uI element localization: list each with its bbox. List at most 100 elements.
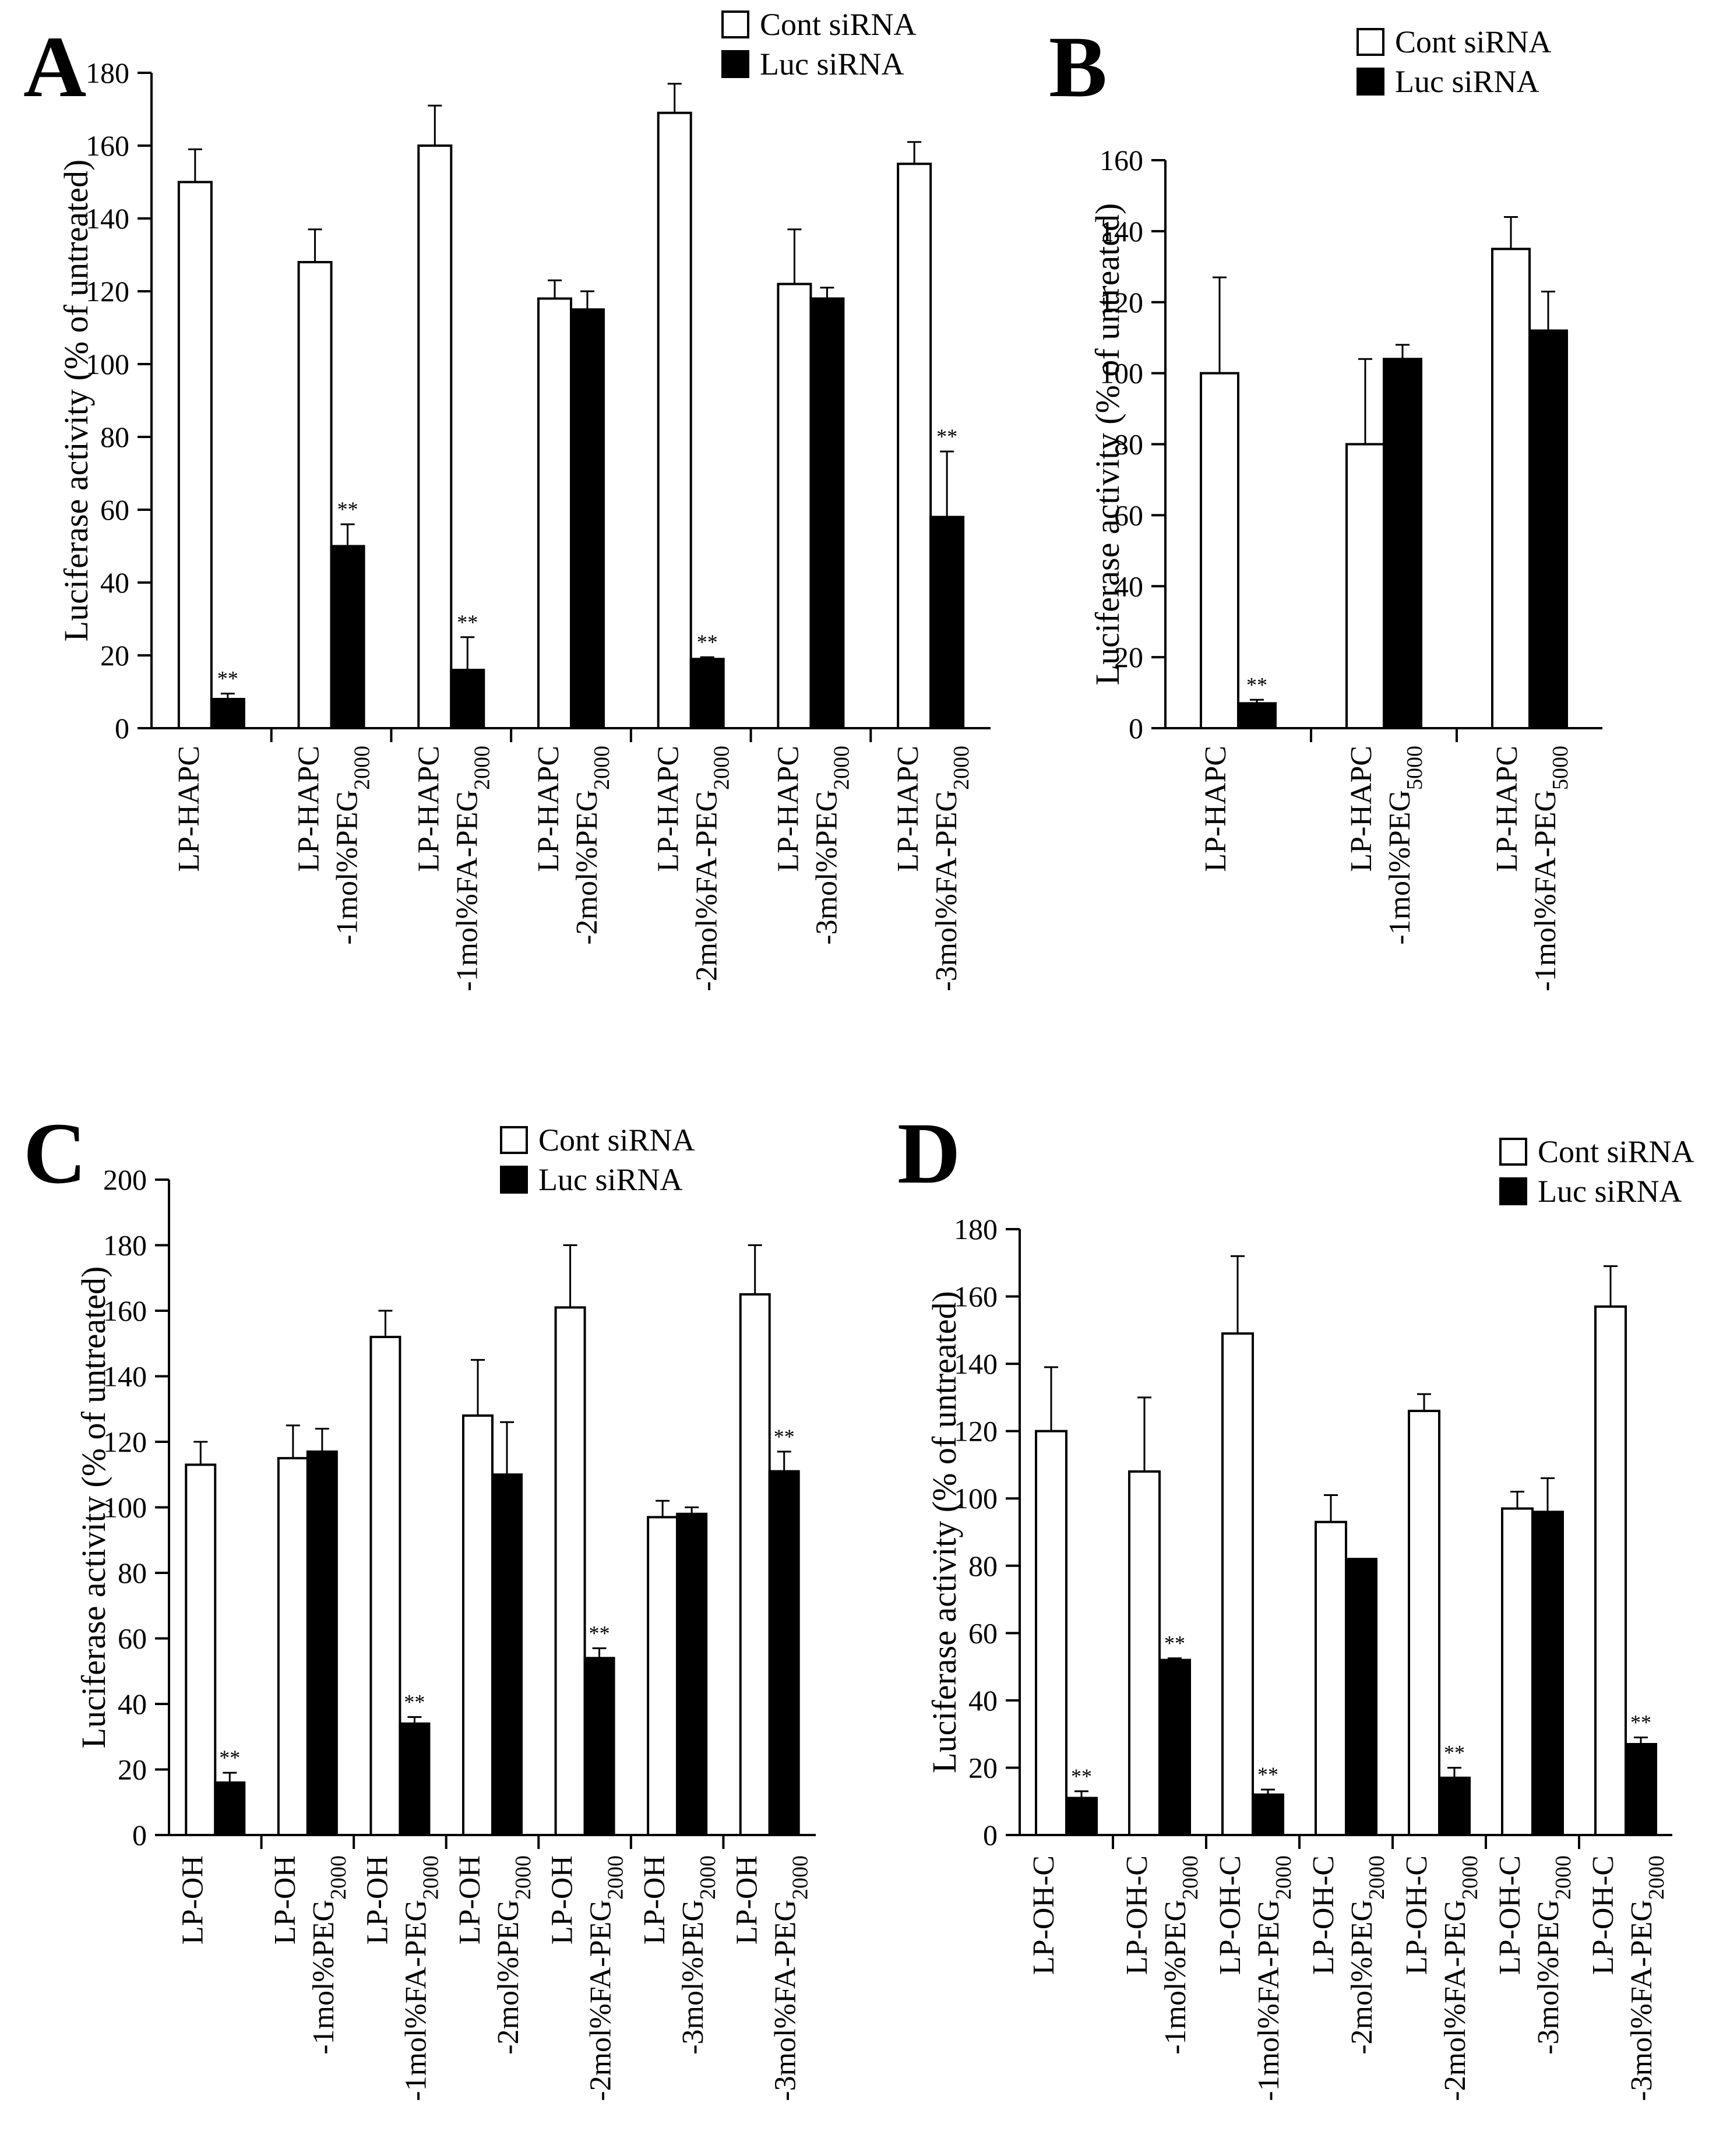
panel-d-category-sublabel-2: -1mol%FA-PEG2000 [1252,1855,1296,2101]
panel-c: C 0 20 40 60 80 100 120 140 160 180 200 Luciferase a… [23,1105,816,2101]
panel-b-y-axis-label: Luciferase activity (% of untreated) [1088,203,1126,686]
panel-c-significance-0: ** [219,1746,240,1769]
panel-b-category-sublabel-1: -1mol%PEG5000 [1383,746,1427,945]
panel-d-legend: Cont siRNA Luc siRNA [1499,1134,1694,1209]
panel-c-category-sublabel-6: -3mol%FA-PEG2000 [769,1855,813,2101]
panel-d-bar-luc-6 [1625,1743,1657,1836]
panel-d-significance-4: ** [1444,1741,1465,1764]
panel-a-legend-swatch-cont [721,10,749,38]
panel-a-bar-luc-5 [809,297,845,729]
panel-c-category-sublabel-5: -3mol%PEG2000 [677,1855,720,2055]
panel-d-y-tick-label: 40 [968,1684,998,1717]
panel-d-y-tick-label: 80 [968,1550,998,1582]
panel-c-significance-6: ** [774,1425,795,1448]
panel-c-y-tick-label: 80 [118,1557,147,1589]
panel-d-y-tick-label: 0 [983,1819,998,1851]
panel-b-legend-label-luc: Luc siRNA [1395,64,1539,99]
panel-d-bar-luc-2 [1252,1793,1284,1837]
panel-c-y-tick-label: 160 [103,1294,147,1327]
panel-a-category-sublabel-5: -3mol%PEG2000 [810,746,854,945]
panel-d-y-tick-label: 100 [954,1482,998,1515]
panel-c-category-sublabel-3: -2mol%PEG2000 [492,1855,535,2055]
panel-d-bar-luc-4 [1438,1776,1471,1837]
panel-a-category-label-4: LP-HAPC [652,746,685,872]
panel-c-legend-label-cont: Cont siRNA [538,1123,695,1158]
panel-b-legend: Cont siRNA Luc siRNA [1356,24,1552,99]
panel-a-bar-cont-5 [777,283,812,729]
panel-d-bar-luc-3 [1345,1558,1377,1836]
panel-c-bar-cont-1 [277,1457,309,1836]
panel-c-category-label-0: LP-OH [176,1855,209,1945]
panel-a-y-tick-label: 80 [100,421,129,453]
panel-a-y-tick-label: 180 [86,57,129,89]
panel-a-legend-swatch-luc [721,50,749,78]
panel-c-legend-label-luc: Luc siRNA [538,1162,682,1197]
panel-a-bar-cont-4 [657,111,692,729]
panel-c-category-sublabel-1: -1mol%PEG2000 [307,1855,351,2055]
panel-a-category-sublabel-1: -1mol%PEG2000 [331,746,375,945]
panel-b-bar-cont-2 [1491,248,1531,729]
panel-d-category-label-2: LP-OH-C [1214,1855,1247,1975]
panel-b-legend-swatch-cont [1356,28,1384,56]
panel-c-bar-luc-5 [676,1512,708,1836]
panel-d-y-tick-label: 60 [968,1617,998,1649]
panel-d-bar-cont-2 [1221,1332,1254,1836]
panel-c-category-label-6: LP-OH [731,1855,764,1945]
panel-b-legend-label-cont: Cont siRNA [1395,24,1552,59]
panel-b-bar-cont-1 [1345,443,1385,729]
panel-a-bar-cont-6 [897,163,932,729]
panel-d-category-label-3: LP-OH-C [1307,1855,1340,1975]
panel-d-bar-luc-5 [1531,1511,1564,1836]
panel-d-significance-1: ** [1164,1632,1185,1655]
panel-d-category-label-0: LP-OH-C [1027,1855,1060,1975]
panel-c-significance-4: ** [589,1621,610,1645]
panel-a-legend-label-luc: Luc siRNA [760,47,904,82]
panel-b-y-tick-label: 40 [1114,570,1143,602]
panel-d-letter: D [897,1105,960,1202]
panel-c-y-tick-label: 0 [132,1819,147,1851]
panel-d-bar-cont-3 [1315,1520,1347,1837]
panel-c-y-tick-label: 140 [103,1360,147,1393]
panel-c-y-tick-label: 60 [118,1622,147,1655]
panel-d-category-sublabel-5: -3mol%PEG2000 [1532,1855,1576,2055]
panel-c-bar-luc-1 [306,1450,338,1836]
panel-c-category-label-3: LP-OH [453,1855,487,1945]
panel-a-y-tick-label: 140 [86,202,129,235]
panel-b-y-tick-label: 160 [1100,144,1143,177]
panel-a-legend-label-cont: Cont siRNA [760,7,917,42]
panel-b-bar-luc-0 [1237,702,1277,729]
panel-d-category-label-4: LP-OH-C [1400,1855,1433,1975]
panel-a-significance-0: ** [217,667,238,690]
panel-d-bar-cont-6 [1594,1305,1627,1836]
panel-a-bar-luc-6 [929,516,965,729]
panel-a-bar-cont-0 [177,181,213,729]
panel-a-significance-2: ** [457,611,478,634]
panel-d-significance-6: ** [1630,1710,1651,1734]
panel-a-letter: A [23,19,86,115]
panel-c-bar-luc-4 [583,1657,615,1836]
panel-a-bar-cont-1 [297,261,333,729]
panel-d-bar-cont-1 [1128,1470,1161,1836]
panel-c-bar-cont-5 [647,1516,679,1836]
panel-c-bar-cont-6 [739,1293,771,1836]
panel-c-bar-luc-2 [399,1722,431,1836]
panel-a-category-label-3: LP-HAPC [532,746,565,872]
panel-a-category-label-2: LP-HAPC [412,746,445,872]
panel-c-bar-cont-0 [185,1463,217,1836]
panel-c-y-axis-label: Luciferase activity (% of untreated) [75,1266,112,1749]
panel-b-y-tick-label: 140 [1100,215,1143,248]
panel-d-bar-cont-5 [1501,1507,1534,1837]
panel-a-y-tick-label: 20 [100,639,129,672]
panel-a-bar-luc-2 [450,669,485,729]
panel-c-bar-luc-3 [491,1473,523,1836]
panel-b-y-tick-label: 0 [1129,712,1143,744]
panel-c-bar-luc-6 [768,1470,800,1836]
panel-b-category-sublabel-2: -1mol%FA-PEG5000 [1529,746,1573,991]
panel-d-legend-label-luc: Luc siRNA [1538,1174,1682,1209]
panel-d-category-label-1: LP-OH-C [1121,1855,1154,1975]
panel-b-y-tick-label: 100 [1100,357,1143,390]
panel-b-category-label-2: LP-HAPC [1491,746,1524,872]
panel-a-bar-luc-0 [210,698,245,729]
panel-b-bar-luc-2 [1528,329,1568,729]
panel-a-y-axis-label: Luciferase activity (% of untreated) [57,160,95,642]
